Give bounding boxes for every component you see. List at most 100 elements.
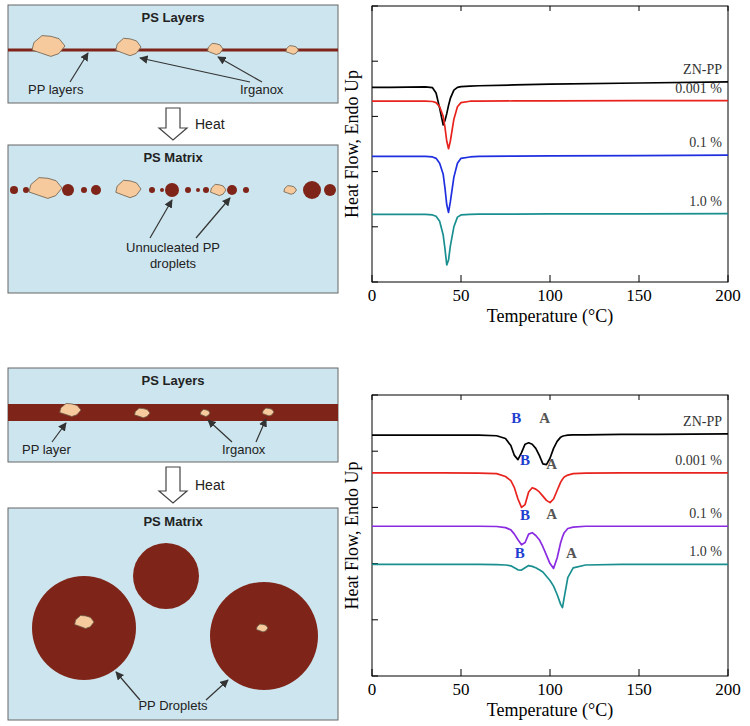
heat-arrow xyxy=(159,108,187,140)
series-label: 0.001 % xyxy=(675,453,722,468)
irganox-particle xyxy=(262,408,274,416)
result-label: Unnucleated PPdroplets xyxy=(126,240,220,271)
irganox-particle xyxy=(75,616,94,629)
series-label: ZN-PP xyxy=(683,62,722,77)
irganox-particle xyxy=(29,178,62,199)
y-tick xyxy=(372,61,378,62)
series-label: 0.1 % xyxy=(689,135,722,150)
result-label: PP Droplets xyxy=(138,698,208,713)
x-tick xyxy=(728,395,729,400)
pp-droplet xyxy=(243,187,249,193)
curves xyxy=(372,82,728,265)
peak-label: A xyxy=(566,545,577,561)
pp-droplet xyxy=(227,185,237,195)
x-tick xyxy=(372,395,373,400)
y-axis-title: Heat Flow, Endo Up xyxy=(342,70,362,218)
peak-label: B xyxy=(520,507,530,523)
irganox-particle xyxy=(208,43,224,54)
peak-label: B xyxy=(520,452,530,468)
pointer-arrow xyxy=(256,419,266,442)
x-tick xyxy=(372,6,373,11)
schematic-thin-layers: PS LayersPP layersIrganoxHeatPS MatrixUn… xyxy=(8,5,338,293)
process-label: Heat xyxy=(195,116,225,132)
y-tick xyxy=(372,619,378,620)
irganox-particle xyxy=(256,624,268,632)
schematic-thick-layer: PS Layers PP layer Irganox Heat PS Matrix PP … xyxy=(8,368,338,720)
x-tick-label: 50 xyxy=(453,680,470,699)
irganox-particle xyxy=(116,180,141,197)
irganox-particle xyxy=(60,404,81,417)
y-tick xyxy=(372,171,378,172)
x-tick-label: 150 xyxy=(626,680,652,699)
x-tick-label: 100 xyxy=(537,286,563,305)
dsc-curve xyxy=(372,473,728,508)
pp-droplet xyxy=(196,188,200,192)
dsc-chart: 050100150200ZN-PP0.001 %0.1 %1.0 %Temper… xyxy=(342,6,741,327)
irganox-particle xyxy=(284,186,297,195)
layer-label: PP layers xyxy=(28,82,84,97)
x-tick xyxy=(639,275,640,282)
x-tick xyxy=(639,669,640,676)
series-label: 0.1 % xyxy=(689,506,722,521)
dsc-curve xyxy=(372,526,728,568)
irganox-particle xyxy=(200,410,210,417)
x-tick-label: 50 xyxy=(453,286,470,305)
x-axis-title: Temperature (°C) xyxy=(487,306,613,327)
additive-label: Irganox xyxy=(222,442,266,457)
pointer-arrow xyxy=(206,680,228,700)
dsc-curve xyxy=(372,214,728,265)
curves xyxy=(372,434,728,608)
x-tick-label: 0 xyxy=(368,286,377,305)
series-label: 0.001 % xyxy=(675,81,722,96)
x-tick xyxy=(372,669,373,676)
x-tick xyxy=(550,6,551,11)
y-axis-title: Heat Flow, Endo Up xyxy=(342,462,362,610)
x-tick xyxy=(372,275,373,282)
peak-label: B xyxy=(515,545,525,561)
peak-label: B xyxy=(511,410,521,426)
pp-droplet xyxy=(210,582,318,690)
pp-droplet xyxy=(160,188,164,192)
pp-droplet xyxy=(133,543,199,609)
pointer-arrow xyxy=(208,420,232,442)
pp-droplet xyxy=(10,186,18,194)
x-tick xyxy=(550,275,551,282)
process-label: Heat xyxy=(195,477,225,493)
x-tick-label: 150 xyxy=(626,286,652,305)
pointer-arrow xyxy=(52,423,66,442)
plot-frame xyxy=(372,395,728,676)
y-tick xyxy=(372,395,378,396)
y-tick xyxy=(372,116,378,117)
box-title: PS Matrix xyxy=(143,150,203,165)
pp-droplet xyxy=(62,184,74,196)
series-label: 1.0 % xyxy=(689,544,722,559)
irganox-particle xyxy=(32,36,65,57)
peak-label: A xyxy=(539,410,550,426)
dsc-curve xyxy=(372,101,728,149)
pp-droplet xyxy=(165,183,179,197)
irganox-particle xyxy=(135,408,151,418)
pp-droplet xyxy=(149,187,155,193)
y-tick xyxy=(372,507,378,508)
pp-droplet xyxy=(324,184,336,196)
pp-droplet xyxy=(91,185,101,195)
series-label: ZN-PP xyxy=(683,414,722,429)
y-tick xyxy=(372,6,378,7)
x-axis-title: Temperature (°C) xyxy=(487,700,613,721)
x-tick xyxy=(550,395,551,400)
x-tick xyxy=(461,6,462,11)
dsc-curve xyxy=(372,155,728,212)
polymer-box xyxy=(8,368,338,462)
x-tick xyxy=(728,275,729,282)
irganox-particle xyxy=(286,46,299,55)
x-tick-label: 200 xyxy=(715,680,741,699)
pointer-arrow xyxy=(196,198,230,238)
box-title: PS Layers xyxy=(142,373,205,388)
box-title: PS Matrix xyxy=(143,514,203,529)
x-tick-label: 100 xyxy=(537,680,563,699)
x-tick xyxy=(728,669,729,676)
polymer-box xyxy=(8,508,338,720)
pointer-arrow xyxy=(140,58,250,82)
layer-label: PP layer xyxy=(22,442,72,457)
dsc-chart: 050100150200ZN-PP0.001 %0.1 %1.0 %BABABA… xyxy=(342,395,741,721)
